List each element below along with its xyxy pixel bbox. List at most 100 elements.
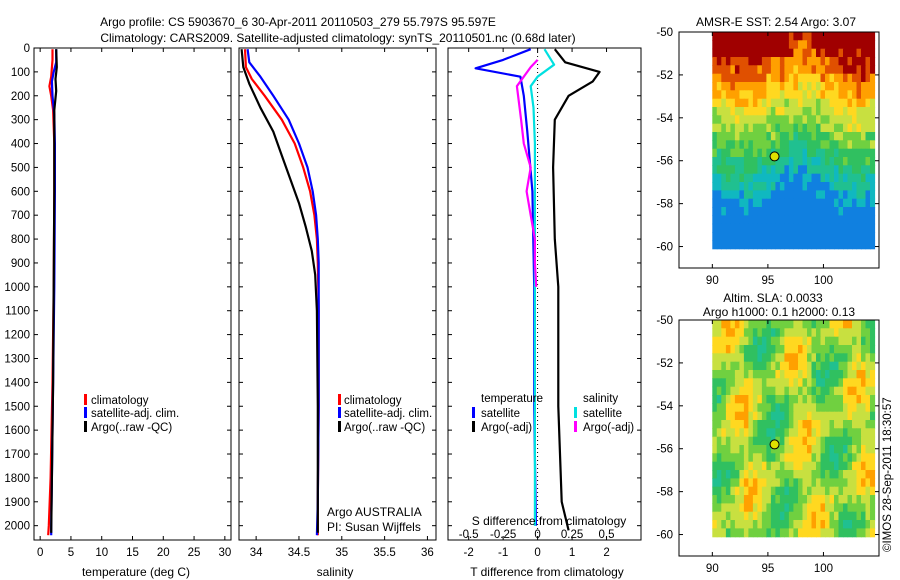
heatmap-cell	[734, 453, 740, 463]
legend-label-argo: Argo(..raw -QC)	[344, 422, 425, 434]
heatmap-cell	[739, 370, 745, 379]
heatmap-cell	[798, 470, 804, 479]
heatmap-cell	[793, 82, 799, 91]
heatmap-cell	[779, 420, 785, 429]
heatmap-cell	[721, 40, 727, 50]
heatmap-cell	[716, 32, 722, 41]
heatmap-cell	[752, 328, 758, 338]
heatmap-cell	[793, 198, 799, 208]
heatmap-cell	[770, 40, 776, 50]
heatmap-cell	[779, 140, 785, 150]
heatmap-cell	[807, 198, 813, 208]
heatmap-cell	[788, 445, 794, 454]
heatmap-cell	[725, 328, 731, 338]
figure-title-line2: Climatology: CARS2009. Satellite-adjuste…	[100, 31, 575, 45]
heatmap-cell	[807, 445, 813, 454]
heatmap-cell	[761, 428, 767, 438]
heatmap-cell	[852, 65, 858, 75]
heatmap-cell	[793, 320, 799, 329]
heatmap-cell	[852, 232, 858, 241]
heatmap-cell	[825, 82, 831, 91]
heatmap-cell	[734, 73, 740, 83]
heatmap-cell	[716, 511, 722, 521]
heatmap-cell	[834, 98, 840, 108]
heatmap-cell	[775, 48, 781, 58]
heatmap-cell	[757, 403, 763, 413]
heatmap-cell	[798, 403, 804, 413]
heatmap-cell	[766, 73, 772, 83]
heatmap-cell	[820, 486, 826, 496]
heatmap-cell	[730, 98, 736, 108]
heatmap-cell	[847, 57, 853, 66]
heatmap-cell	[716, 198, 722, 208]
heatmap-cell	[798, 157, 804, 166]
heatmap-cell	[766, 461, 772, 471]
heatmap-cell	[856, 511, 862, 521]
heatmap-cell	[807, 140, 813, 150]
heatmap-cell	[775, 57, 781, 66]
heatmap-cell	[788, 386, 794, 396]
heatmap-cell	[712, 232, 718, 241]
heatmap-cell	[734, 361, 740, 371]
salinity-xlabel: salinity	[317, 565, 354, 579]
heatmap-cell	[829, 115, 835, 125]
heatmap-cell	[798, 511, 804, 521]
heatmap-cell	[816, 32, 822, 41]
heatmap-cell	[788, 395, 794, 404]
heatmap-cell	[775, 82, 781, 91]
heatmap-cell	[730, 123, 736, 133]
heatmap-cell	[770, 528, 776, 538]
heatmap-cell	[870, 528, 876, 538]
heatmap-cell	[843, 445, 849, 454]
heatmap-cell	[752, 32, 758, 41]
heatmap-cell	[716, 148, 722, 158]
heatmap-cell	[743, 336, 749, 346]
heatmap-cell	[807, 107, 813, 116]
heatmap-cell	[856, 370, 862, 379]
heatmap-cell	[752, 361, 758, 371]
heatmap-cell	[766, 336, 772, 346]
heatmap-cell	[856, 57, 862, 66]
heatmap-cell	[802, 503, 808, 513]
heatmap-cell	[784, 90, 790, 100]
heatmap-cell	[775, 470, 781, 479]
heatmap-cell	[748, 478, 754, 488]
heatmap-cell	[788, 320, 794, 329]
heatmap-cell	[712, 520, 718, 529]
heatmap-cell	[743, 486, 749, 496]
heatmap-cell	[870, 445, 876, 454]
heatmap-cell	[861, 182, 867, 191]
heatmap-cell	[725, 198, 731, 208]
map-frame	[678, 319, 880, 557]
heatmap-cell	[870, 428, 876, 438]
heatmap-cell	[852, 98, 858, 108]
heatmap-cell	[748, 370, 754, 379]
heatmap-cell	[816, 173, 822, 183]
heatmap-cell	[748, 215, 754, 225]
heatmap-cell	[816, 65, 822, 75]
heatmap-cell	[770, 370, 776, 379]
heatmap-cell	[834, 478, 840, 488]
heatmap-cell	[820, 148, 826, 158]
heatmap-cell	[734, 470, 740, 479]
heatmap-cell	[870, 132, 876, 141]
heatmap-cell	[793, 157, 799, 166]
heatmap-cell	[843, 173, 849, 183]
heatmap-cell	[784, 386, 790, 396]
heatmap-cell	[716, 411, 722, 421]
heatmap-cell	[798, 520, 804, 529]
heatmap-cell	[766, 157, 772, 166]
heatmap-cell	[752, 470, 758, 479]
heatmap-cell	[775, 73, 781, 83]
heatmap-cell	[788, 453, 794, 463]
heatmap-cell	[788, 73, 794, 83]
heatmap-cell	[865, 173, 871, 183]
heatmap-cell	[770, 140, 776, 150]
heatmap-cell	[734, 190, 740, 200]
heatmap-cell	[775, 461, 781, 471]
heatmap-cell	[770, 411, 776, 421]
heatmap-cell	[725, 190, 731, 200]
heatmap-cell	[843, 190, 849, 200]
heatmap-cell	[816, 107, 822, 116]
heatmap-cell	[788, 40, 794, 50]
